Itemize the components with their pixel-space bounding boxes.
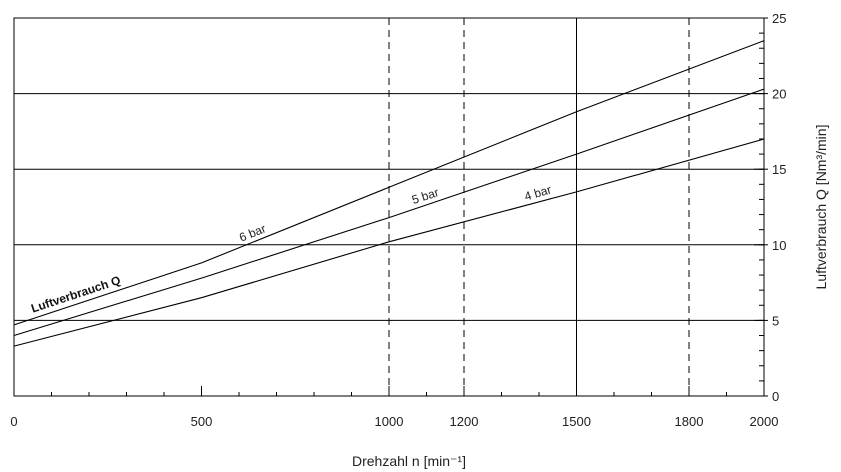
x-tick-label-2000: 2000 xyxy=(750,414,779,429)
y-tick-label-0: 0 xyxy=(772,389,779,404)
y-tick-label-20: 20 xyxy=(772,87,786,102)
x-axis: 0 500 1000 1200 1500 1800 2000 xyxy=(10,386,778,429)
grid xyxy=(14,18,764,396)
series-line-5-bar xyxy=(13,88,765,337)
y-tick-label-15: 15 xyxy=(772,162,786,177)
x-tick-label-1200: 1200 xyxy=(450,414,479,429)
series-line-4-bar xyxy=(13,138,765,347)
plot-frame xyxy=(13,17,765,397)
y-axis-title: Luftverbrauch Q [Nm³/min] xyxy=(813,125,829,290)
y-axis: 0 5 10 15 20 25 xyxy=(754,11,786,404)
y-tick-label-25: 25 xyxy=(772,11,786,26)
x-tick-label-1500: 1500 xyxy=(562,414,591,429)
x-tick-label-500: 500 xyxy=(191,414,213,429)
annotation-luftverbrauch: Luftverbrauch Q xyxy=(29,273,122,316)
curve-label-4-bar: 4 bar xyxy=(523,182,553,203)
curve-label-5-bar: 5 bar xyxy=(410,185,440,207)
curves xyxy=(13,40,765,347)
curve-labels: 6 bar 5 bar 4 bar xyxy=(237,182,553,244)
x-tick-label-1800: 1800 xyxy=(675,414,704,429)
y-tick-label-5: 5 xyxy=(772,313,779,328)
series-line-6-bar xyxy=(13,40,765,326)
x-tick-label-1000: 1000 xyxy=(375,414,404,429)
curve-label-6-bar: 6 bar xyxy=(237,221,268,244)
x-tick-label-0: 0 xyxy=(10,414,17,429)
y-tick-label-10: 10 xyxy=(772,238,786,253)
x-axis-title: Drehzahl n [min⁻¹] xyxy=(352,453,466,469)
